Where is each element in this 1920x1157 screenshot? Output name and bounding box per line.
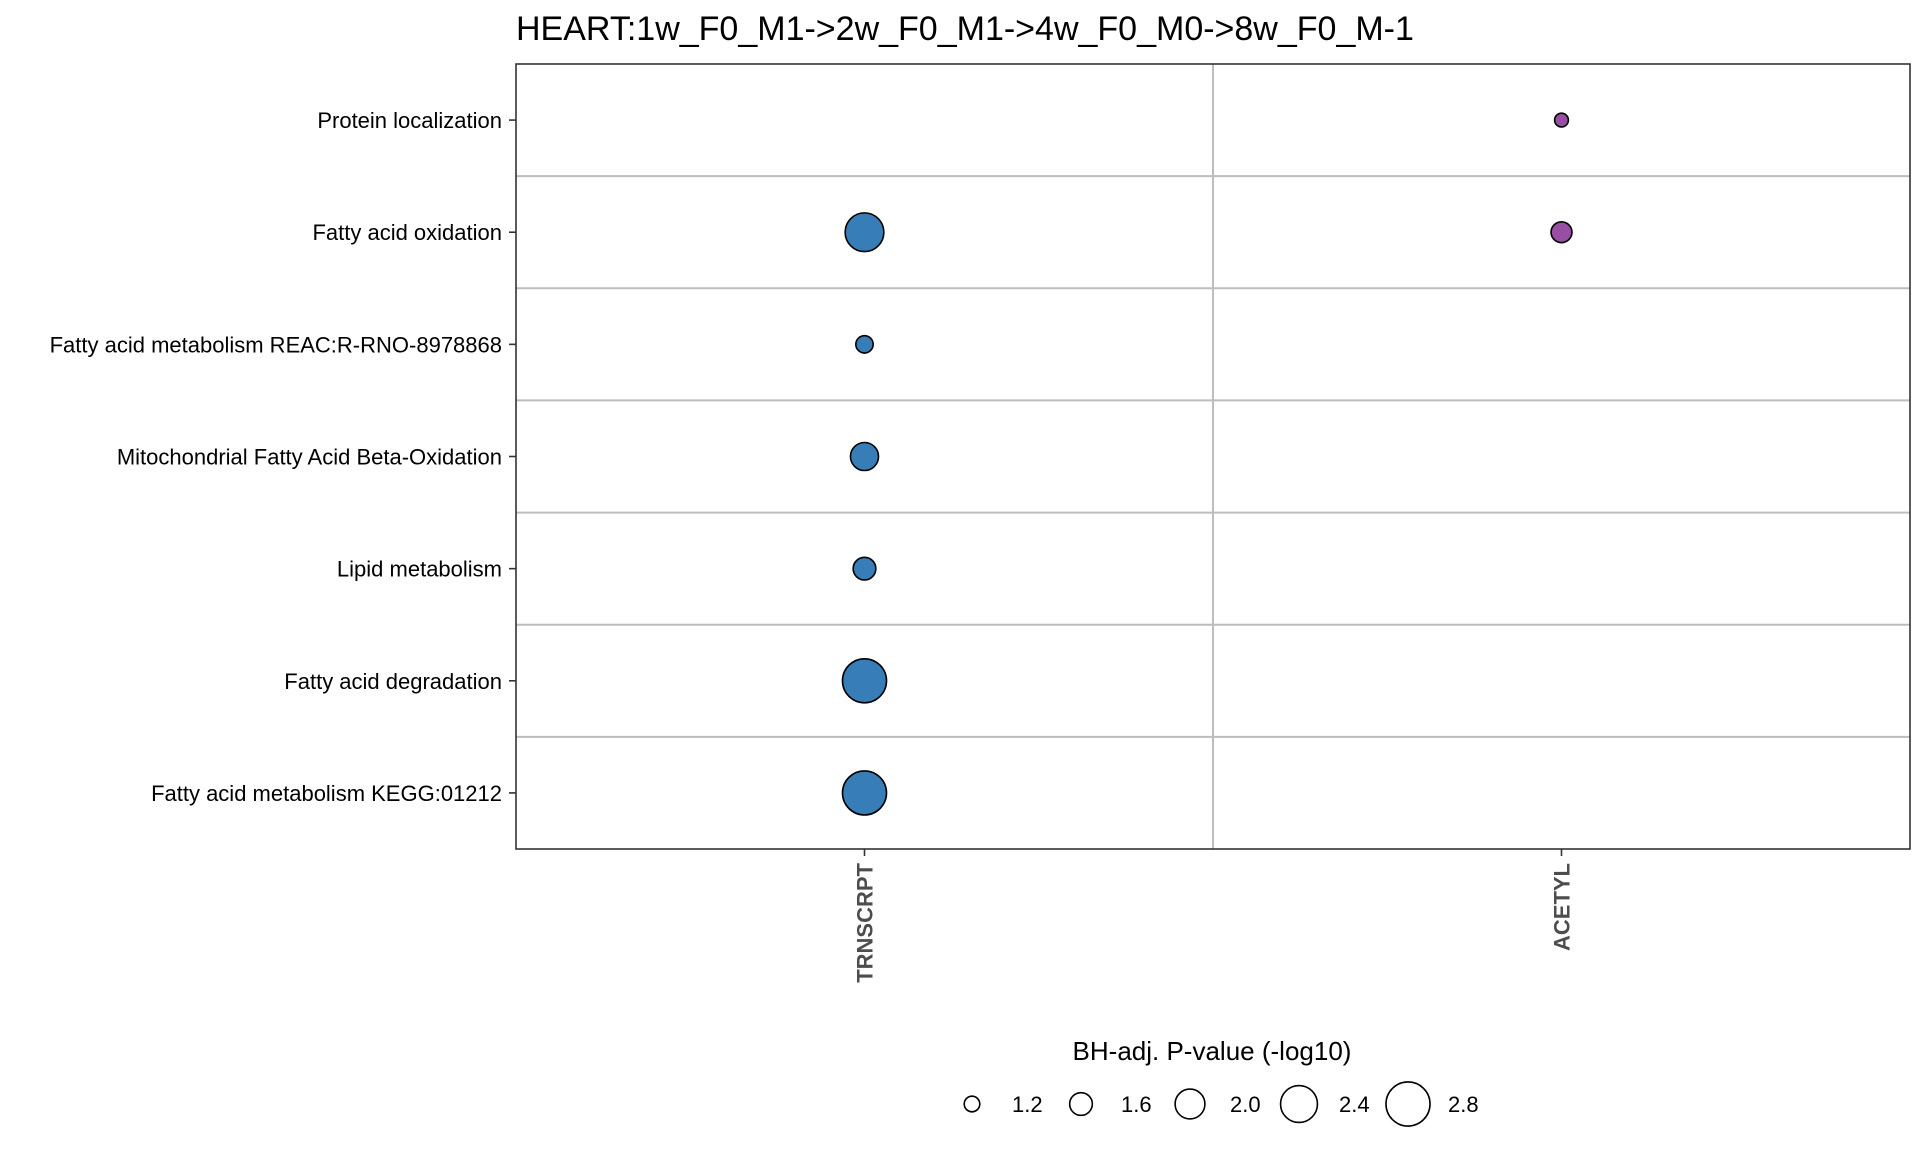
data-point — [1550, 220, 1573, 244]
data-points — [841, 112, 1573, 816]
y-tick-label: Fatty acid oxidation — [312, 220, 502, 245]
legend-items: 1.2 1.6 2.0 2.4 2.8 — [963, 1081, 1479, 1127]
y-tick-label: Fatty acid metabolism KEGG:01212 — [151, 781, 502, 806]
data-point — [1553, 112, 1570, 128]
y-tick-label: Fatty acid degradation — [284, 669, 502, 694]
y-tick-label: Lipid metabolism — [337, 557, 502, 582]
legend-size-circle — [1068, 1091, 1094, 1117]
data-point — [841, 657, 888, 704]
data-point — [844, 212, 885, 253]
y-tick-label: Fatty acid metabolism REAC:R-RNO-8978868 — [50, 332, 502, 357]
y-tick-label: Mitochondrial Fatty Acid Beta-Oxidation — [117, 445, 502, 470]
y-axis: Protein localization Fatty acid oxidation… — [50, 108, 516, 806]
legend-size-label: 2.8 — [1448, 1092, 1479, 1117]
chart-title: HEART:1w_F0_M1->2w_F0_M1->4w_F0_M0->8w_F… — [516, 10, 1414, 48]
legend-size-circle — [963, 1095, 981, 1113]
grid-lines — [516, 64, 1910, 849]
data-point — [849, 441, 880, 472]
data-point — [841, 770, 888, 816]
legend-size-circle — [1174, 1088, 1206, 1120]
size-legend: BH-adj. P-value (-log10) 1.2 1.6 2.0 2.4 2.8 — [963, 1036, 1479, 1127]
x-tick-label: ACETYL — [1550, 863, 1575, 951]
data-point — [852, 556, 877, 581]
legend-size-label: 1.2 — [1012, 1092, 1043, 1117]
legend-size-label: 2.0 — [1230, 1092, 1261, 1117]
y-tick-label: Protein localization — [317, 108, 502, 133]
legend-size-circle — [1279, 1084, 1319, 1124]
x-tick-label: TRNSCRPT — [853, 862, 878, 982]
data-point — [855, 334, 874, 354]
legend-size-circle — [1385, 1081, 1431, 1127]
legend-size-label: 1.6 — [1121, 1092, 1152, 1117]
legend-size-label: 2.4 — [1339, 1092, 1370, 1117]
legend-title: BH-adj. P-value (-log10) — [1073, 1036, 1352, 1066]
x-axis: TRNSCRPT ACETYL — [853, 849, 1575, 983]
